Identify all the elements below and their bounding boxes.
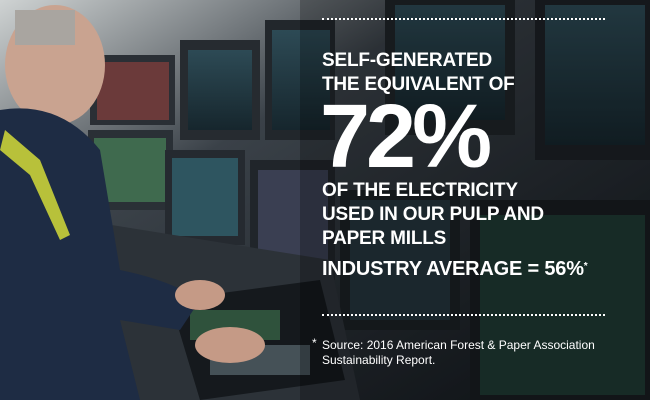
industry-average-text: INDUSTRY AVERAGE = 56%	[322, 258, 584, 280]
industry-average: INDUSTRY AVERAGE = 56%*	[322, 257, 588, 281]
description-line: PAPER MILLS	[322, 228, 447, 249]
divider	[322, 18, 605, 20]
description-line: USED IN OUR PULP AND	[322, 204, 544, 225]
footnote-marker: *	[312, 336, 317, 350]
headline-line: THE EQUIVALENT OF	[322, 74, 515, 95]
footnote-line: Source: 2016 American Forest & Paper Ass…	[322, 338, 595, 352]
divider	[322, 314, 605, 316]
headline-line: SELF-GENERATED	[322, 50, 492, 71]
stat: 72%	[320, 87, 492, 187]
description-line: OF THE ELECTRICITY	[322, 180, 518, 201]
footnote-line: Sustainability Report.	[322, 353, 436, 367]
footnote-marker: *	[583, 261, 588, 272]
